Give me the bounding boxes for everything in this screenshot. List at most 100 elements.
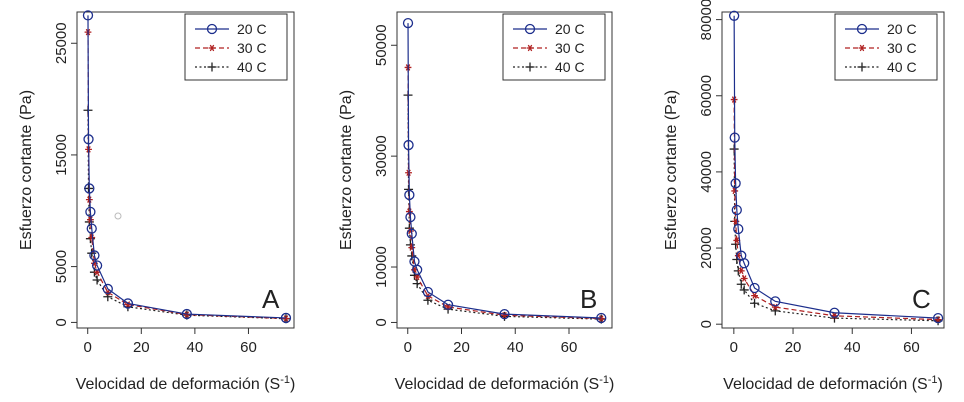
- panel-label: B: [580, 284, 597, 314]
- x-tick-label: 60: [240, 339, 257, 356]
- data-point: [181, 308, 192, 320]
- y-axis-label: Esfuerzo cortante (Pa): [338, 90, 355, 250]
- series-line: [87, 32, 286, 320]
- series-line: [733, 99, 939, 321]
- x-tick-label: 20: [785, 339, 802, 356]
- legend-marker: [525, 62, 535, 72]
- data-point: [406, 228, 417, 239]
- legend-marker: [206, 23, 218, 35]
- data-point: [403, 139, 414, 151]
- legend-label: 40 C: [555, 59, 585, 75]
- data-point: [770, 296, 781, 307]
- x-tick-label: 20: [453, 339, 470, 356]
- legend-label: 30 C: [887, 40, 917, 56]
- data-point: [91, 260, 103, 271]
- y-tick-label: 0: [53, 318, 70, 326]
- data-point: [731, 204, 742, 216]
- data-point: [89, 250, 100, 261]
- data-point: [739, 258, 750, 269]
- x-tick-label: 0: [730, 339, 738, 356]
- data-point: [422, 286, 434, 298]
- data-point: [729, 132, 740, 143]
- data-point: [737, 267, 745, 275]
- y-tick-label: 0: [373, 318, 390, 326]
- series-line: [87, 15, 286, 319]
- series-line: [87, 110, 286, 320]
- plot-frame: [76, 11, 295, 329]
- legend-label: 30 C: [237, 40, 267, 56]
- y-tick-label: 60000: [698, 75, 715, 117]
- x-axis-label: Velocidad de deformación (S-1): [395, 374, 615, 393]
- legend-label: 20 C: [237, 21, 267, 37]
- data-point: [829, 307, 840, 318]
- legend-box: [834, 13, 938, 81]
- panel-label: A: [262, 284, 280, 314]
- data-point: [499, 308, 510, 320]
- y-axis-label: Esfuerzo cortante (Pa): [663, 90, 680, 250]
- legend-label: 20 C: [887, 21, 917, 37]
- data-point: [82, 10, 94, 21]
- data-point: [736, 279, 746, 289]
- legend: 20 C 30 C 40 C: [184, 13, 288, 81]
- data-point: [771, 303, 779, 311]
- data-point: [597, 315, 605, 322]
- data-point: [122, 298, 134, 309]
- legend: 20 C 30 C 40 C: [834, 13, 938, 81]
- data-point: [750, 298, 760, 308]
- legend-label: 40 C: [887, 59, 917, 75]
- data-point: [740, 275, 748, 282]
- x-tick-label: 40: [844, 339, 861, 356]
- y-axis-label: Esfuerzo cortante (Pa): [18, 90, 35, 250]
- data-point: [280, 312, 292, 324]
- chart-panel-c: 0 20 40 60 0 20000 40000 60000 80000 Esfuerzo cor…: [663, 0, 945, 393]
- x-axis-label: Velocidad de deformación (S-1): [76, 374, 296, 393]
- data-point: [751, 292, 758, 299]
- legend-label: 40 C: [237, 59, 267, 75]
- plot-frame: [721, 11, 945, 329]
- data-point: [404, 189, 415, 201]
- y-tick-label: 10000: [373, 246, 390, 288]
- data-point: [413, 273, 421, 281]
- data-point: [85, 206, 96, 218]
- data-point: [730, 178, 741, 189]
- chart-panel-b: 0 20 40 60 0 10000 30000 50000 Esfuerzo cortante…: [338, 11, 615, 393]
- chart-panel-a: 0 20 40 60 0 5000 15000 25000 Esfuerzo cortante …: [18, 10, 296, 393]
- data-point: [412, 279, 422, 289]
- stray-point-marker: [114, 212, 122, 220]
- legend-marker: [857, 62, 867, 72]
- y-tick-label: 80000: [698, 0, 715, 40]
- legend-box: [184, 13, 288, 81]
- panel-label: C: [912, 284, 931, 314]
- x-tick-label: 60: [903, 339, 920, 356]
- legend: 20 C 30 C 40 C: [502, 13, 606, 81]
- data-point: [84, 183, 95, 194]
- data-point: [412, 264, 423, 275]
- series-line: [407, 67, 602, 320]
- y-tick-label: 50000: [373, 24, 390, 66]
- legend-marker: [208, 44, 216, 52]
- data-point: [423, 295, 433, 305]
- legend-marker: [858, 44, 866, 52]
- x-tick-label: 0: [84, 339, 92, 356]
- data-point: [442, 299, 454, 310]
- data-point: [407, 251, 417, 261]
- legend-marker: [856, 23, 868, 35]
- x-tick-label: 60: [561, 339, 578, 356]
- data-point: [749, 282, 760, 294]
- data-point: [83, 134, 94, 145]
- series-line: [407, 23, 602, 319]
- data-point: [728, 10, 740, 21]
- data-point: [282, 315, 290, 322]
- series-line: [407, 95, 602, 320]
- y-tick-label: 15000: [53, 134, 70, 176]
- data-point: [731, 239, 741, 249]
- legend-marker: [526, 44, 534, 52]
- y-tick-label: 25000: [53, 22, 70, 64]
- x-axis-label: Velocidad de deformación (S-1): [723, 374, 943, 393]
- legend-label: 20 C: [555, 21, 585, 37]
- data-point: [739, 285, 749, 295]
- legend-label: 30 C: [555, 40, 585, 56]
- series-line: [733, 15, 939, 319]
- y-tick-label: 30000: [373, 135, 390, 177]
